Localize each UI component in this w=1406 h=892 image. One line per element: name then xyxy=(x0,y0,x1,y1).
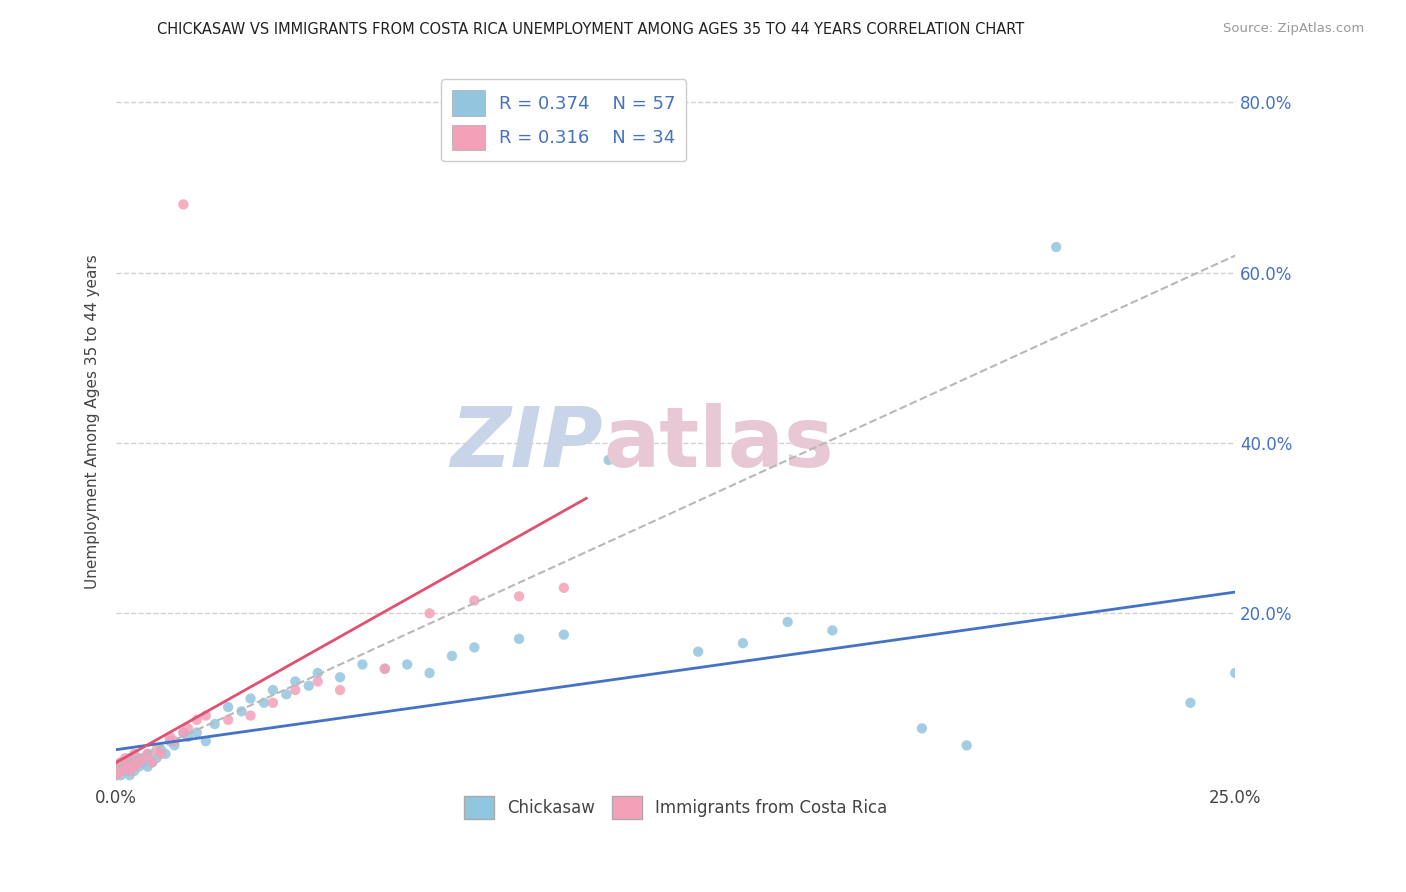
Point xyxy=(110,768,132,782)
Point xyxy=(284,683,307,698)
Point xyxy=(128,756,150,770)
Point xyxy=(136,747,159,761)
Point xyxy=(329,683,352,698)
Point xyxy=(821,624,844,638)
Point xyxy=(177,730,200,744)
Point xyxy=(163,739,186,753)
Point xyxy=(307,665,329,680)
Point xyxy=(122,760,145,774)
Point xyxy=(553,627,575,641)
Point xyxy=(419,607,441,621)
Point xyxy=(136,747,159,761)
Point xyxy=(1180,696,1202,710)
Point xyxy=(463,640,485,655)
Point xyxy=(262,683,284,698)
Point xyxy=(553,581,575,595)
Point xyxy=(396,657,419,672)
Point xyxy=(105,768,128,782)
Point xyxy=(128,751,150,765)
Legend: Chickasaw, Immigrants from Costa Rica: Chickasaw, Immigrants from Costa Rica xyxy=(457,789,894,826)
Point xyxy=(253,696,276,710)
Point xyxy=(105,760,128,774)
Point xyxy=(150,747,173,761)
Point xyxy=(239,691,262,706)
Point xyxy=(122,764,145,778)
Point xyxy=(262,696,284,710)
Point xyxy=(132,751,155,765)
Point xyxy=(231,704,253,718)
Point xyxy=(284,674,307,689)
Point xyxy=(122,747,145,761)
Point xyxy=(141,756,163,770)
Point xyxy=(159,734,181,748)
Text: ZIP: ZIP xyxy=(450,403,603,483)
Point xyxy=(136,760,159,774)
Point xyxy=(118,760,141,774)
Point xyxy=(105,764,128,778)
Point xyxy=(731,636,754,650)
Point xyxy=(118,751,141,765)
Point xyxy=(145,742,167,756)
Point xyxy=(329,670,352,684)
Point xyxy=(688,645,710,659)
Point xyxy=(298,679,321,693)
Point xyxy=(1045,240,1067,254)
Point xyxy=(114,751,136,765)
Point xyxy=(172,197,194,211)
Point xyxy=(118,764,141,778)
Point xyxy=(508,590,530,604)
Point xyxy=(508,632,530,646)
Text: Source: ZipAtlas.com: Source: ZipAtlas.com xyxy=(1223,22,1364,36)
Point xyxy=(110,756,132,770)
Point xyxy=(105,760,128,774)
Point xyxy=(172,725,194,739)
Point xyxy=(463,593,485,607)
Point xyxy=(141,756,163,770)
Text: CHICKASAW VS IMMIGRANTS FROM COSTA RICA UNEMPLOYMENT AMONG AGES 35 TO 44 YEARS C: CHICKASAW VS IMMIGRANTS FROM COSTA RICA … xyxy=(157,22,1024,37)
Point xyxy=(114,756,136,770)
Point xyxy=(217,713,239,727)
Point xyxy=(1225,665,1247,680)
Point xyxy=(150,742,173,756)
Point xyxy=(307,674,329,689)
Point xyxy=(204,717,226,731)
Point xyxy=(911,722,934,736)
Point xyxy=(419,665,441,680)
Point xyxy=(110,760,132,774)
Point xyxy=(132,756,155,770)
Point xyxy=(145,751,167,765)
Y-axis label: Unemployment Among Ages 35 to 44 years: Unemployment Among Ages 35 to 44 years xyxy=(86,254,100,589)
Point xyxy=(114,760,136,774)
Point xyxy=(177,722,200,736)
Text: atlas: atlas xyxy=(603,403,834,483)
Point xyxy=(239,708,262,723)
Point xyxy=(110,764,132,778)
Point xyxy=(110,756,132,770)
Point xyxy=(440,648,463,663)
Point xyxy=(186,713,208,727)
Point xyxy=(186,725,208,739)
Point xyxy=(159,730,181,744)
Point xyxy=(956,739,979,753)
Point xyxy=(276,687,298,701)
Point xyxy=(194,734,217,748)
Point xyxy=(194,708,217,723)
Point xyxy=(374,662,396,676)
Point xyxy=(217,700,239,714)
Point xyxy=(163,734,186,748)
Point xyxy=(118,768,141,782)
Point xyxy=(155,747,177,761)
Point xyxy=(374,662,396,676)
Point xyxy=(128,760,150,774)
Point xyxy=(122,756,145,770)
Point xyxy=(114,764,136,778)
Point xyxy=(118,756,141,770)
Point xyxy=(172,725,194,739)
Point xyxy=(105,768,128,782)
Point xyxy=(776,615,799,629)
Point xyxy=(352,657,374,672)
Point xyxy=(598,453,620,467)
